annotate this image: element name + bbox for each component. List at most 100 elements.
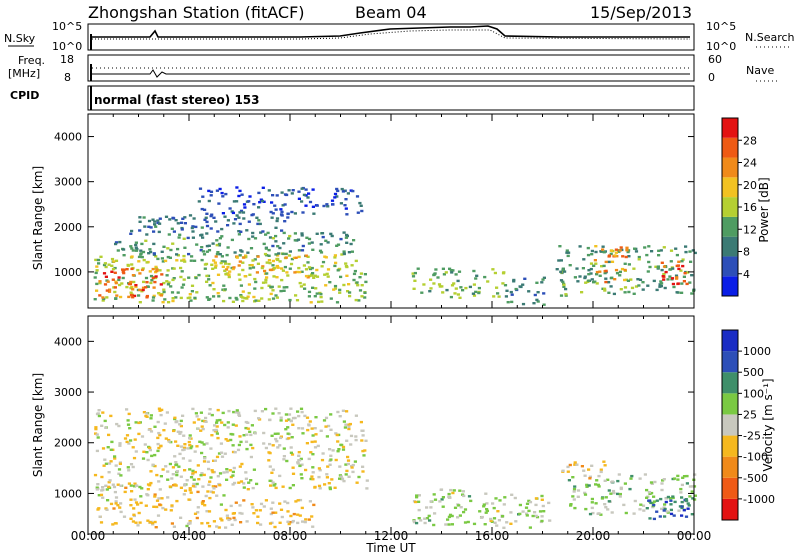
data-cell: [247, 481, 251, 484]
data-cell: [127, 412, 131, 416]
colorbar-tick-label: 8: [743, 246, 750, 259]
data-cell: [321, 235, 325, 239]
data-cell: [97, 262, 101, 265]
data-cell: [624, 511, 628, 515]
data-cell: [301, 244, 305, 248]
data-cell: [140, 290, 144, 293]
data-cell: [564, 293, 568, 296]
data-cell: [95, 289, 99, 292]
data-cell: [227, 275, 231, 279]
data-cell: [110, 270, 114, 273]
data-cell: [332, 288, 336, 291]
data-cell: [521, 283, 525, 286]
data-cell: [138, 485, 142, 489]
data-cell: [449, 488, 453, 492]
data-cell: [590, 501, 594, 504]
data-cell: [200, 501, 204, 504]
data-cell: [313, 485, 317, 489]
data-cell: [182, 258, 186, 261]
data-cell: [642, 509, 646, 512]
data-cell: [684, 515, 689, 518]
data-cell: [623, 291, 627, 294]
data-cell: [562, 283, 566, 286]
data-cell: [679, 269, 683, 272]
data-cell: [565, 249, 569, 252]
data-cell: [297, 249, 301, 252]
colorbar-segment: [722, 118, 738, 138]
data-cell: [252, 512, 256, 515]
data-cell: [171, 299, 175, 303]
data-cell: [344, 423, 348, 426]
data-cell: [158, 217, 162, 220]
data-cell: [235, 200, 239, 203]
data-cell: [357, 299, 361, 302]
data-cell: [484, 492, 488, 495]
colorbar-segment: [722, 330, 738, 352]
data-cell: [187, 276, 191, 279]
data-cell: [151, 463, 155, 466]
data-cell: [170, 522, 174, 525]
data-cell: [479, 516, 484, 519]
data-cell: [304, 254, 308, 257]
data-cell: [271, 244, 275, 248]
data-cell: [351, 463, 355, 467]
data-cell: [311, 272, 315, 275]
data-cell: [300, 477, 304, 480]
data-cell: [248, 273, 252, 276]
data-cell: [330, 478, 334, 481]
data-cell: [240, 193, 244, 196]
data-cell: [662, 265, 667, 268]
data-cell: [348, 291, 352, 294]
data-cell: [240, 512, 244, 515]
data-cell: [307, 192, 311, 195]
data-cell: [241, 299, 245, 303]
data-cell: [322, 419, 327, 422]
data-cell: [208, 480, 212, 483]
data-cell: [237, 413, 241, 416]
data-cell: [256, 262, 260, 265]
data-cell: [119, 510, 123, 514]
data-cell: [225, 253, 229, 257]
data-cell: [183, 260, 187, 263]
data-cell: [300, 234, 304, 237]
data-cell: [146, 494, 150, 497]
data-cell: [448, 513, 453, 517]
data-cell: [334, 261, 338, 265]
data-cell: [166, 255, 170, 259]
data-cell: [365, 487, 369, 490]
data-cell: [293, 232, 297, 235]
data-cell: [153, 495, 157, 498]
data-cell: [172, 429, 176, 433]
data-cell: [591, 511, 595, 515]
data-cell: [319, 292, 323, 296]
data-cell: [167, 440, 171, 443]
data-cell: [626, 250, 630, 254]
data-cell: [241, 296, 245, 299]
data-cell: [223, 288, 227, 291]
data-cell: [233, 218, 238, 221]
data-cell: [693, 251, 697, 255]
data-cell: [267, 259, 271, 262]
data-cell: [219, 503, 223, 506]
data-cell: [165, 280, 169, 283]
data-cell: [690, 274, 694, 277]
data-cell: [195, 482, 199, 486]
data-cell: [329, 413, 333, 416]
freq-panel-frame: [87, 54, 695, 82]
data-cell: [183, 484, 187, 487]
data-cell: [114, 496, 119, 499]
data-cell: [590, 249, 594, 253]
colorbar-segment: [722, 351, 738, 373]
data-cell: [129, 232, 133, 235]
data-cell: [156, 420, 160, 424]
data-cell: [119, 502, 123, 505]
data-cell: [114, 280, 118, 283]
data-cell: [573, 485, 577, 488]
data-cell: [320, 265, 324, 268]
data-cell: [628, 487, 632, 491]
data-cell: [149, 430, 154, 433]
data-cell: [271, 501, 275, 504]
data-cell: [594, 262, 598, 265]
